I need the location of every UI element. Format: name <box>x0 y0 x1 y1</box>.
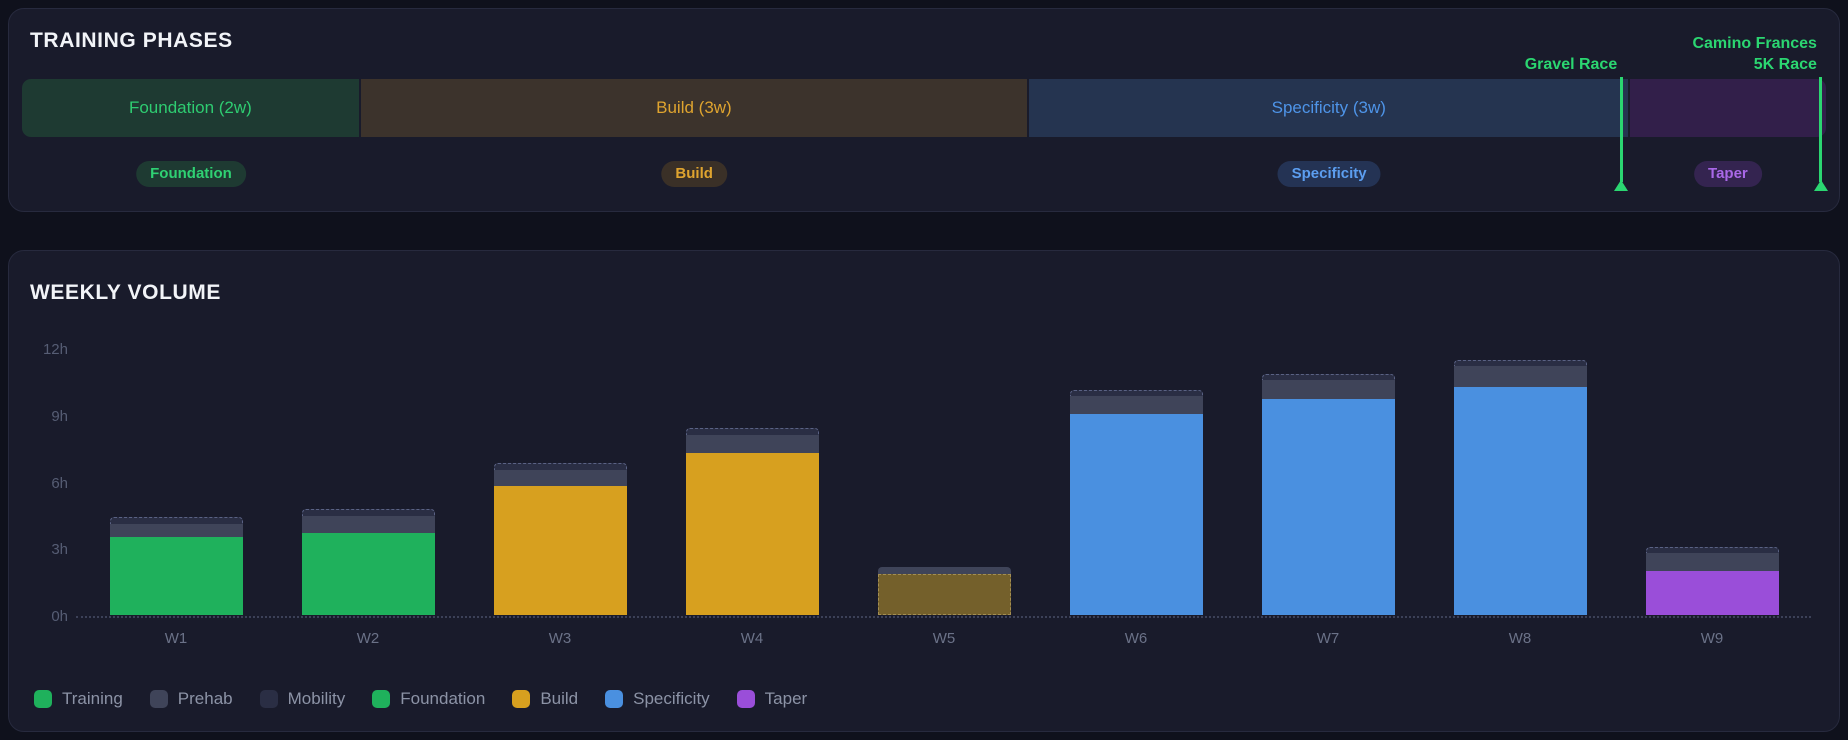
x-axis-tick-w3: W3 <box>548 630 572 647</box>
legend-label: Taper <box>764 689 808 708</box>
chart-legend: Training Prehab Mobility Foundation Build Spe… <box>34 689 807 709</box>
bar-segment-specificity <box>1453 386 1587 615</box>
phase-timeline-bar: Foundation (2w) Build (3w) Specificity (3w… <box>22 79 1826 137</box>
race-marker-label-line: Camino Frances <box>1692 35 1817 52</box>
training-phases-title: TRAINING PHASES <box>30 29 233 52</box>
bar-segment-prehab <box>109 523 243 538</box>
phase-badge-foundation: Foundation <box>136 161 246 187</box>
y-axis-tick-0h: 0h <box>51 608 68 625</box>
legend-item-specificity[interactable]: Specificity <box>605 689 710 709</box>
bar-segment-prehab <box>493 470 627 486</box>
bar-segment-mobility <box>1069 390 1203 396</box>
bar-week-w8[interactable] <box>1453 360 1587 615</box>
phase-badge-build: Build <box>661 161 727 187</box>
bar-week-w3[interactable] <box>493 462 627 615</box>
x-axis-tick-w8: W8 <box>1508 630 1532 647</box>
bar-week-w2[interactable] <box>301 509 435 615</box>
y-axis-tick-3h: 3h <box>51 541 68 559</box>
legend-swatch-icon <box>736 690 755 708</box>
y-axis-tick-12h: 12h <box>42 341 68 358</box>
x-axis-tick-w4: W4 <box>740 630 764 647</box>
phase-badge-row: Foundation Build Specificity Taper <box>22 161 1826 187</box>
bar-segment-mobility <box>493 462 627 471</box>
legend-label: Training <box>62 689 123 708</box>
bar-week-w4[interactable] <box>685 428 819 615</box>
bar-segment-prehab <box>1261 380 1395 400</box>
bar-segment-prehab <box>1645 552 1779 571</box>
bar-segment-prehab <box>877 567 1011 574</box>
bar-segment-specificity <box>1069 413 1203 615</box>
legend-item-foundation[interactable]: Foundation <box>372 689 485 709</box>
legend-swatch-icon <box>34 690 52 708</box>
bar-segment-foundation <box>301 532 435 615</box>
x-axis-tick-w6: W6 <box>1124 630 1148 647</box>
race-marker-label-line: Gravel Race <box>1524 56 1618 73</box>
legend-item-prehab[interactable]: Prehab <box>149 689 233 709</box>
x-axis-tick-w1: W1 <box>164 630 188 647</box>
legend-label: Mobility <box>287 689 346 708</box>
bar-segment-prehab <box>1453 365 1587 387</box>
weekly-volume-panel: WEEKLY VOLUME 0h 3h 6h 9h 12h W1 W2 W3 W4 W5 W6 W7… <box>8 250 1840 732</box>
bar-week-w7[interactable] <box>1261 373 1395 615</box>
x-axis-baseline <box>76 616 1811 618</box>
phase-segment-specificity: Specificity (3w) <box>1029 79 1629 137</box>
x-axis-tick-w5: W5 <box>932 630 956 647</box>
phase-segment-build: Build (3w) <box>360 79 1028 137</box>
legend-swatch-icon <box>605 690 624 708</box>
bar-segment-mobility <box>685 428 819 435</box>
bar-segment-prehab <box>1069 395 1203 414</box>
phase-segment-foundation: Foundation (2w) <box>22 79 359 137</box>
legend-swatch-icon <box>259 690 278 708</box>
legend-label: Prehab <box>177 689 233 708</box>
race-marker-label-line: 5K Race <box>1753 56 1817 73</box>
x-axis-tick-w7: W7 <box>1316 630 1340 647</box>
bar-segment-specificity <box>1261 399 1395 615</box>
legend-swatch-icon <box>512 690 531 708</box>
bar-week-w6[interactable] <box>1069 390 1203 615</box>
bar-week-w9[interactable] <box>1645 547 1779 615</box>
training-phases-panel: TRAINING PHASES Foundation (2w) Build (3w… <box>8 8 1840 212</box>
bar-segment-mobility <box>1645 547 1779 553</box>
legend-item-mobility[interactable]: Mobility <box>259 689 346 709</box>
bar-segment-mobility <box>109 517 243 524</box>
race-marker-label-camino-frances: Camino Frances 5K Race <box>1692 31 1816 75</box>
legend-label: Specificity <box>633 689 710 708</box>
bar-segment-build <box>877 573 1011 615</box>
phase-segment-taper <box>1630 79 1826 137</box>
bar-segment-mobility <box>1453 360 1587 366</box>
legend-label: Foundation <box>400 689 486 708</box>
weekly-volume-title: WEEKLY VOLUME <box>30 281 221 304</box>
bar-segment-taper <box>1645 570 1779 615</box>
x-axis-tick-w9: W9 <box>1700 630 1724 647</box>
bar-segment-foundation <box>109 537 243 615</box>
bar-week-w1[interactable] <box>109 517 243 615</box>
y-axis-tick-9h: 9h <box>51 407 68 425</box>
bar-segment-build <box>685 452 819 615</box>
legend-swatch-icon <box>372 690 391 708</box>
bar-week-w5[interactable] <box>877 567 1011 615</box>
bar-segment-mobility <box>1261 373 1395 381</box>
race-marker-label-gravel-race: Gravel Race <box>1525 31 1618 75</box>
phase-badge-taper: Taper <box>1694 161 1762 187</box>
legend-item-taper[interactable]: Taper <box>736 689 808 709</box>
legend-swatch-icon <box>149 690 168 708</box>
x-axis-tick-w2: W2 <box>356 630 380 647</box>
legend-item-build[interactable]: Build <box>512 689 578 709</box>
legend-item-training[interactable]: Training <box>34 689 123 709</box>
bar-segment-build <box>493 485 627 615</box>
bar-segment-prehab <box>301 516 435 533</box>
phase-badge-specificity: Specificity <box>1277 161 1381 187</box>
bar-segment-prehab <box>685 434 819 453</box>
legend-label: Build <box>540 689 579 708</box>
y-axis-tick-6h: 6h <box>51 474 68 492</box>
bar-segment-mobility <box>301 509 435 516</box>
